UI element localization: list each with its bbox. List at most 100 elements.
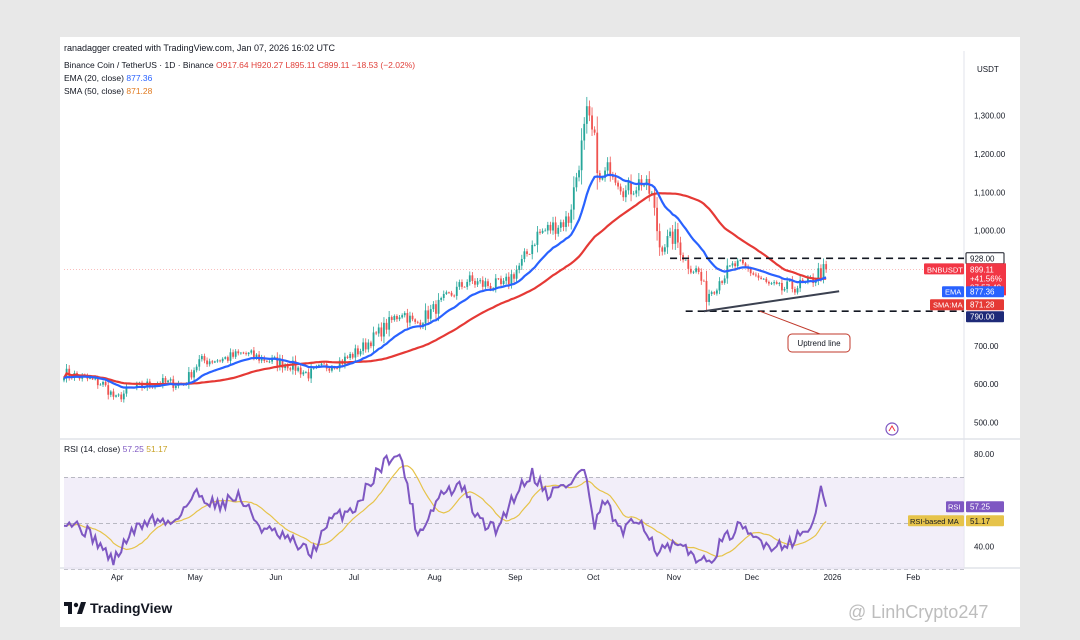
candle-body [401,315,404,318]
candle-body [435,304,437,314]
candle-body [661,247,664,252]
tag-rsi-name: RSI [948,503,961,512]
candle-body [289,368,292,370]
tag-support-box [966,311,1004,323]
candle-body [781,282,783,291]
candle-body [169,379,172,381]
candle-body [120,394,123,400]
legend-ema-row: EMA (20, close) 877.36 [64,72,415,85]
candle-body [442,293,445,299]
candle-body [648,178,651,194]
candle-body [570,209,573,223]
candle-body [739,259,742,261]
candle-body [380,327,383,337]
candle-body [744,263,747,267]
candle-body [304,372,307,373]
rsi-tick-label: 80.00 [974,450,995,459]
candle-body [541,230,544,233]
candle-body [619,186,622,192]
candle-body [479,280,482,282]
candle-body [232,352,234,357]
candle-body [702,280,705,282]
candle-body [370,342,372,347]
candle-body [474,280,476,285]
candle-body [419,322,422,327]
candle-body [63,378,65,381]
ema-label: EMA (20, close) [64,73,124,83]
candle-body [760,277,763,279]
candle-body [393,316,396,320]
price-tick-label: 600.00 [974,380,999,389]
candle-body [346,356,349,358]
candle-body [195,366,198,371]
candle-body [367,342,370,350]
candle-body [278,359,281,367]
candle-body [310,368,313,379]
candle-body [656,207,658,232]
candle-body [302,372,305,375]
legend-sma-row: SMA (50, close) 871.28 [64,85,415,98]
candle-body [385,322,388,330]
rsi-ma-value: 51.17 [146,444,168,454]
candle-body [676,229,679,243]
candle-body [778,282,781,284]
time-tick-label: Oct [587,573,600,582]
candle-body [125,387,128,394]
candle-body [786,281,789,290]
candle-body [671,231,674,244]
candle-body [627,181,630,191]
alert-icon-mark [888,425,896,432]
candle-body [565,216,567,227]
candle-body [299,367,302,375]
rsi-legend: RSI (14, close) 57.25 51.17 [64,444,168,454]
candle-body [497,278,500,280]
candle-body [487,281,489,286]
candle-body [276,357,279,367]
candle-body [754,274,757,276]
candle-body [466,281,469,287]
candle-body [674,229,677,244]
candle-body [245,353,247,355]
candle-body [663,247,666,252]
candle-body [117,394,120,396]
candle-body [653,192,656,208]
candle-body [112,391,115,397]
tag-rsi-label: 57.25 [970,503,991,512]
candle-body [115,395,117,397]
candle-body [635,190,638,194]
candle-body [687,259,690,269]
candle-body [453,295,456,297]
candle-body [531,244,534,255]
candle-body [528,253,531,255]
candle-body [268,361,271,363]
tag-price-label: 899.11 [970,265,994,274]
candle-body [539,231,541,233]
candle-body [307,372,310,379]
annotation-pointer [759,310,821,335]
candle-body [375,332,378,334]
candle-body [226,357,229,361]
candle-body [783,289,786,291]
candle-body [281,359,284,368]
price-tick-label: 700.00 [974,342,999,351]
rsi-line [63,453,828,566]
rsi-ma-line [63,465,827,558]
candle-body [190,372,193,378]
tag-rsi-ma-box [966,515,1004,527]
candle-body [505,276,508,281]
tag-price-change: +41.56% [970,274,1002,283]
candle-body [645,178,648,186]
credit-line: ranadagger created with TradingView.com,… [64,43,335,53]
candle-body [450,292,453,296]
candle-body [463,286,466,288]
candle-body [640,179,643,186]
candle-body [807,277,809,282]
candle-body [708,293,710,302]
candle-body [476,281,479,285]
candle-body [692,271,695,273]
candle-body [318,365,320,367]
candle-body [601,177,604,180]
tag-rsi-ma-name: RSI-based MA [910,517,959,526]
price-tick-label: 500.00 [974,418,999,427]
candle-body [580,140,583,171]
